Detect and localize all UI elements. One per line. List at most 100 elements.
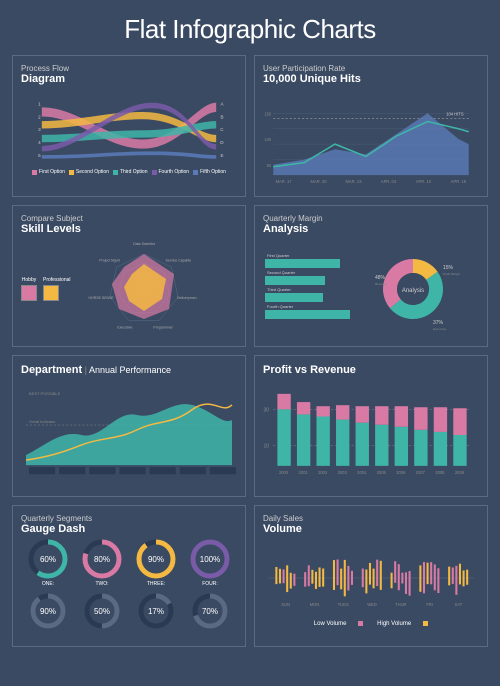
svg-text:150: 150 xyxy=(264,111,272,116)
svg-text:Revenue: Revenue xyxy=(375,282,387,286)
svg-text:SAT: SAT xyxy=(455,602,463,607)
svg-text:MAR. 17: MAR. 17 xyxy=(276,179,293,184)
svg-text:2006: 2006 xyxy=(396,470,406,475)
gauge-sub: Quarterly Segments xyxy=(21,514,237,523)
dept-rest: Annual Performance xyxy=(89,365,171,375)
q-sub: Quarterly Margin xyxy=(263,214,479,223)
svg-text:1: 1 xyxy=(38,102,41,107)
svg-text:2005: 2005 xyxy=(377,470,387,475)
svg-text:2001: 2001 xyxy=(299,470,309,475)
vol-sub: Daily Sales xyxy=(263,514,479,523)
svg-text:Expenses: Expenses xyxy=(433,327,447,331)
svg-text:HORSE SENSE: HORSE SENSE xyxy=(88,296,114,300)
flow-legend: First OptionSecond OptionThird OptionFou… xyxy=(21,169,237,175)
svg-text:90%: 90% xyxy=(148,555,164,564)
svg-text:48%: 48% xyxy=(375,275,386,281)
svg-text:SUN: SUN xyxy=(281,602,290,607)
part-title: 10,000 Unique Hits xyxy=(263,73,479,85)
svg-text:Project Mgmt: Project Mgmt xyxy=(99,259,120,263)
skills-panel: Compare Subject Skill Levels HobbyProfes… xyxy=(12,205,246,347)
department-panel: Department | Annual Performance BEST POS… xyxy=(12,355,246,497)
vol-leg-low: Low Volume xyxy=(314,621,347,627)
svg-text:2002: 2002 xyxy=(318,470,328,475)
dept-bold: Department xyxy=(21,364,82,376)
profit-title: Profit vs Revenue xyxy=(263,364,479,376)
svg-text:WED: WED xyxy=(367,602,377,607)
svg-text:50%: 50% xyxy=(94,607,110,616)
flow-title: Diagram xyxy=(21,73,237,85)
svg-text:Executive: Executive xyxy=(117,326,132,330)
svg-text:17%: 17% xyxy=(148,607,164,616)
svg-text:15%: 15% xyxy=(443,265,454,271)
svg-text:90%: 90% xyxy=(40,607,56,616)
profit-panel: Profit vs Revenue 30 10 2000 2001 2002 2003… xyxy=(254,355,488,497)
quarterly-panel: Quarterly Margin Analysis First Quarter S… xyxy=(254,205,488,347)
svg-text:FRI: FRI xyxy=(426,602,433,607)
svg-text:Service Capable: Service Capable xyxy=(165,259,191,263)
svg-text:5: 5 xyxy=(38,153,41,158)
svg-text:70%: 70% xyxy=(202,607,218,616)
svg-text:MON: MON xyxy=(310,602,320,607)
svg-text:Deliverymen: Deliverymen xyxy=(177,296,197,300)
svg-text:C: C xyxy=(220,127,224,132)
dept-best: BEST POSSIBLE xyxy=(29,391,61,396)
flow-chart: 1 2 3 4 5 A B C D E xyxy=(21,89,237,167)
skills-title: Skill Levels xyxy=(21,223,237,235)
pr-y0: 30 xyxy=(263,407,269,413)
svg-text:2000: 2000 xyxy=(279,470,289,475)
svg-text:80%: 80% xyxy=(94,555,110,564)
svg-text:TUES: TUES xyxy=(338,602,349,607)
svg-text:THUR: THUR xyxy=(395,602,406,607)
svg-text:Third Quarter: Third Quarter xyxy=(267,287,291,292)
svg-text:A: A xyxy=(220,102,224,107)
volume-panel: Daily Sales Volume SUNMONTUESWEDTHURFRIS… xyxy=(254,505,488,647)
svg-text:3: 3 xyxy=(38,127,41,132)
quarterly-bars: First Quarter Second Quarter Third Quarter… xyxy=(263,244,363,334)
dept-sep: | xyxy=(82,365,89,375)
radar-chart: Data Scientist Service Capable Deliverymen… xyxy=(79,239,209,339)
svg-text:4: 4 xyxy=(38,140,41,145)
dept-title: Department | Annual Performance xyxy=(21,364,237,376)
svg-text:37%: 37% xyxy=(433,320,444,326)
svg-text:APR. 18: APR. 18 xyxy=(451,179,467,184)
svg-text:60%: 60% xyxy=(40,555,56,564)
svg-text:First Quarter: First Quarter xyxy=(267,253,290,258)
dept-dash: Great Indicator xyxy=(29,419,56,424)
svg-text:100: 100 xyxy=(264,137,272,142)
svg-text:100%: 100% xyxy=(200,555,220,564)
skills-sub: Compare Subject xyxy=(21,214,237,223)
svg-text:Programmer: Programmer xyxy=(153,326,173,330)
svg-text:B: B xyxy=(220,114,223,119)
svg-text:MAR. 20: MAR. 20 xyxy=(311,179,328,184)
part-annotation: 104 HITS xyxy=(446,111,464,116)
svg-text:APR. 04: APR. 04 xyxy=(381,179,397,184)
svg-text:D: D xyxy=(220,140,224,145)
gauge-row2: 90% 50% 17% 70% xyxy=(21,593,237,629)
volume-chart: SUN MON TUES WED THUR FRI SAT xyxy=(263,539,479,617)
svg-text:2009: 2009 xyxy=(455,470,465,475)
quarterly-donut: Analysis 15%Profit Margin48%Revenue37%Ex… xyxy=(363,239,463,339)
svg-text:2004: 2004 xyxy=(357,470,367,475)
svg-text:2003: 2003 xyxy=(338,470,348,475)
svg-text:E: E xyxy=(220,153,223,158)
svg-text:MAR. 23: MAR. 23 xyxy=(346,179,363,184)
participation-panel: User Participation Rate 10,000 Unique Hi… xyxy=(254,55,488,197)
svg-text:APR. 10: APR. 10 xyxy=(416,179,432,184)
profit-chart: 30 10 2000 2001 2002 2003 2004 2005 2006 2007 20… xyxy=(263,380,479,490)
vol-leg-high: High Volume xyxy=(377,621,411,627)
pr-y1: 10 xyxy=(263,443,269,449)
q-title: Analysis xyxy=(263,223,479,235)
gauge-title: Gauge Dash xyxy=(21,523,237,535)
department-chart: BEST POSSIBLE Great Indicator Step OneSt… xyxy=(21,376,237,484)
donut-center: Analysis xyxy=(402,288,424,294)
gauge-row1: 60%ONE:80%TWO:90%THREE:100%FOUR: xyxy=(21,539,237,587)
vol-title: Volume xyxy=(263,523,479,535)
svg-text:2: 2 xyxy=(38,114,41,119)
skills-swatches: HobbyProfessional xyxy=(21,277,71,301)
svg-text:Second Quarter: Second Quarter xyxy=(267,270,296,275)
svg-text:Data Scientist: Data Scientist xyxy=(133,242,155,246)
svg-text:Fourth Quarter: Fourth Quarter xyxy=(267,304,294,309)
svg-text:2007: 2007 xyxy=(416,470,426,475)
flow-sub: Process Flow xyxy=(21,64,237,73)
participation-chart: 104 HITS 15010050 MAR. 17MAR. 20MAR. 23A… xyxy=(263,89,479,189)
